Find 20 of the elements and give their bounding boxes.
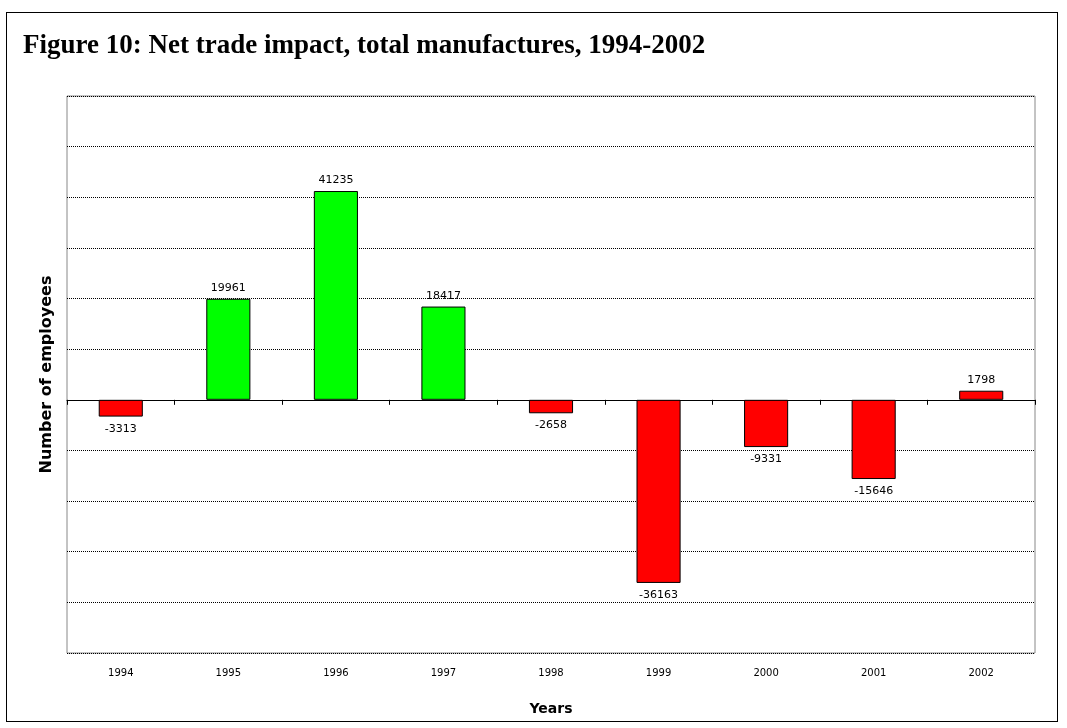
x-tick-label: 1994	[108, 666, 134, 678]
x-tick-label: 2002	[968, 666, 994, 678]
data-label: 41235	[318, 173, 354, 187]
x-tick-label: 1996	[323, 666, 349, 678]
y-axis-title: Number of employees	[35, 275, 55, 474]
data-label: 1798	[967, 372, 996, 386]
data-label: -3313	[104, 421, 137, 435]
x-tick-label: 2000	[753, 666, 779, 678]
data-label: 19961	[210, 280, 246, 294]
data-label: -15646	[854, 484, 894, 498]
x-tick-label: 1999	[645, 666, 672, 678]
chart-title: Figure 10: Net trade impact, total manufactures, 1994-2002	[23, 29, 706, 60]
x-tick-label: 1995	[215, 666, 242, 678]
data-label: -9331	[750, 452, 783, 466]
x-tick-label: 1997	[430, 666, 457, 678]
data-label: -36163	[639, 587, 679, 601]
x-tick-label: 1998	[538, 666, 564, 678]
data-label: -2658	[535, 418, 567, 432]
x-axis-title: Years	[528, 700, 573, 716]
x-tick-label: 2001	[860, 666, 887, 678]
